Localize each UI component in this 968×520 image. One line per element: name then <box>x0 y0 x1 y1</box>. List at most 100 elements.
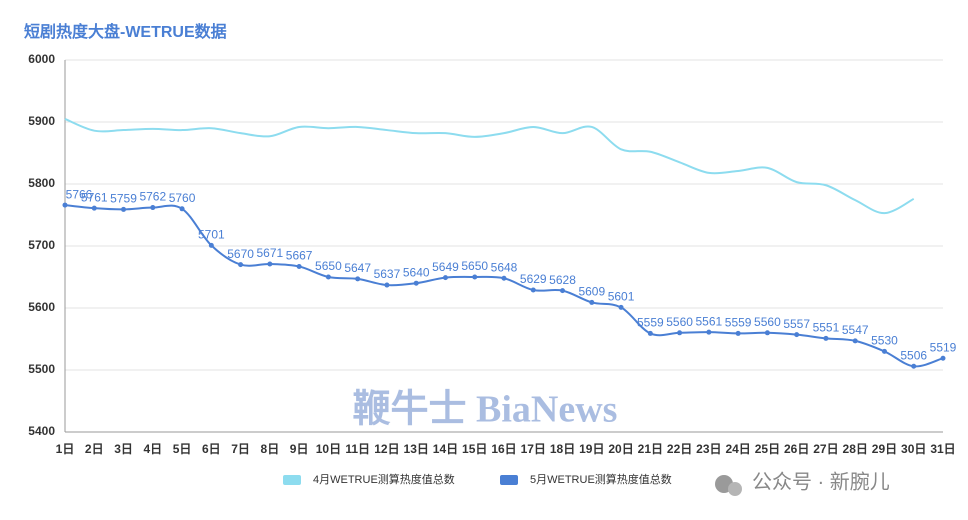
point <box>735 330 741 336</box>
legend-label: 4月WETRUE测算热度值总数 <box>313 472 455 486</box>
x-tick-label: 10日 <box>316 442 341 456</box>
data-label: 5519 <box>930 340 957 354</box>
data-label: 5648 <box>491 260 518 274</box>
point <box>121 206 127 212</box>
point <box>62 202 68 208</box>
x-tick-label: 20日 <box>608 442 633 456</box>
data-label: 5560 <box>754 315 781 329</box>
line <box>64 117 915 215</box>
data-label: 5759 <box>110 192 137 206</box>
point <box>881 348 887 354</box>
data-label: 5671 <box>257 246 284 260</box>
point <box>794 332 800 338</box>
x-tick-label: 12日 <box>374 442 399 456</box>
data-label: 5701 <box>198 228 225 242</box>
data-label: 5557 <box>783 317 810 331</box>
y-tick-label: 6000 <box>28 52 55 66</box>
point <box>530 287 536 293</box>
x-tick-label: 25日 <box>755 442 780 456</box>
point <box>501 275 507 281</box>
point <box>823 335 829 341</box>
point <box>325 274 331 280</box>
x-tick-label: 13日 <box>404 442 429 456</box>
data-label: 5547 <box>842 323 869 337</box>
data-label: 5667 <box>286 249 313 263</box>
point <box>208 242 214 248</box>
y-tick-label: 5900 <box>28 114 55 128</box>
data-label: 5766 <box>66 187 93 201</box>
legend-label: 5月WETRUE测算热度值总数 <box>530 472 672 486</box>
x-tick-label: 29日 <box>872 442 897 456</box>
x-tick-label: 7日 <box>231 442 250 456</box>
x-tick-label: 17日 <box>521 442 546 456</box>
line <box>64 204 944 368</box>
point <box>267 261 273 267</box>
data-label: 5647 <box>344 261 371 275</box>
point <box>647 330 653 336</box>
data-label: 5559 <box>637 316 664 330</box>
point <box>589 299 595 305</box>
x-tick-label: 2日 <box>85 442 104 456</box>
x-tick-label: 3日 <box>114 442 133 456</box>
data-label: 5530 <box>871 334 898 348</box>
chart-title: 短剧热度大盘-WETRUE数据 <box>24 22 227 41</box>
point <box>150 205 156 211</box>
point <box>91 205 97 211</box>
x-tick-label: 1日 <box>56 442 75 456</box>
x-tick-label: 8日 <box>261 442 280 456</box>
data-label: 5649 <box>432 260 459 274</box>
data-label: 5760 <box>169 191 196 205</box>
data-label: 5650 <box>461 259 488 273</box>
x-tick-label: 22日 <box>667 442 692 456</box>
data-label: 5551 <box>813 321 840 335</box>
x-tick-label: 11日 <box>345 442 370 456</box>
x-tick-label: 9日 <box>290 442 309 456</box>
x-tick-label: 15日 <box>462 442 487 456</box>
point <box>560 288 566 294</box>
x-tick-label: 30日 <box>901 442 926 456</box>
point <box>706 329 712 335</box>
watermark: 鞭牛士 BiaNews <box>353 389 618 431</box>
data-label: 5561 <box>696 314 723 328</box>
wechat-icon <box>728 482 742 496</box>
x-tick-label: 6日 <box>202 442 221 456</box>
data-label: 5670 <box>227 247 254 261</box>
x-tick-label: 14日 <box>433 442 458 456</box>
data-label: 5559 <box>725 316 752 330</box>
legend-swatch <box>500 475 518 485</box>
point <box>384 282 390 288</box>
x-tick-label: 23日 <box>696 442 721 456</box>
y-tick-label: 5400 <box>28 424 55 438</box>
data-label: 5650 <box>315 259 342 273</box>
point <box>852 338 858 344</box>
point <box>472 274 478 280</box>
x-tick-label: 19日 <box>579 442 604 456</box>
point <box>238 262 244 268</box>
data-label: 5762 <box>139 190 166 204</box>
y-tick-label: 5800 <box>28 176 55 190</box>
point <box>179 206 185 212</box>
x-tick-label: 31日 <box>930 442 955 456</box>
point <box>442 275 448 281</box>
x-tick-label: 26日 <box>784 442 809 456</box>
point <box>911 363 917 369</box>
y-tick-label: 5700 <box>28 238 55 252</box>
x-tick-label: 21日 <box>638 442 663 456</box>
x-tick-label: 27日 <box>813 442 838 456</box>
data-label: 5637 <box>374 267 401 281</box>
watermark: 公众号 · 新腕儿 <box>752 470 890 493</box>
x-tick-label: 28日 <box>843 442 868 456</box>
point <box>413 280 419 286</box>
data-label: 5560 <box>666 315 693 329</box>
point <box>296 263 302 269</box>
data-label: 5761 <box>81 190 108 204</box>
point <box>355 276 361 282</box>
data-label: 5506 <box>900 348 927 362</box>
point <box>764 330 770 336</box>
point <box>940 355 946 361</box>
x-tick-label: 4日 <box>143 442 162 456</box>
x-tick-label: 16日 <box>491 442 516 456</box>
y-tick-label: 5500 <box>28 362 55 376</box>
data-label: 5640 <box>403 265 430 279</box>
